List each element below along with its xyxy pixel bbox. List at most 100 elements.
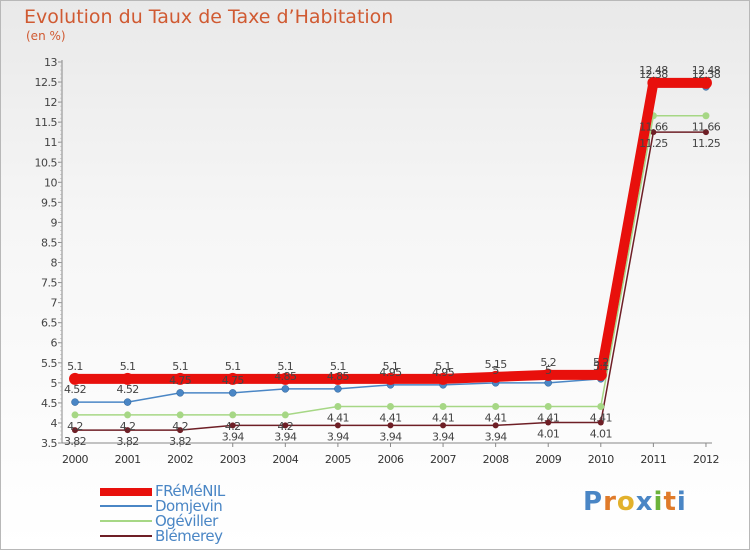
data-label: 5.1 [435, 360, 451, 373]
x-tick-label: 2003 [220, 453, 246, 466]
data-label: 3.94 [379, 430, 402, 443]
y-tick-label: 8 [51, 257, 58, 270]
legend-label-blemerey: Blémerey [155, 527, 223, 545]
data-label: 5.1 [277, 360, 293, 373]
y-tick-label: 4.5 [41, 397, 57, 410]
data-point [647, 76, 660, 89]
data-point [489, 370, 502, 383]
data-point [174, 372, 187, 385]
y-tick-label: 8.5 [41, 236, 57, 249]
data-point [124, 411, 132, 419]
data-point [281, 411, 289, 419]
chart-title: Evolution du Taux de Taxe d’Habitation [24, 6, 394, 28]
data-point [387, 422, 394, 429]
y-tick-label: 12.5 [35, 76, 58, 89]
data-label: 12.38 [639, 68, 668, 81]
data-point [545, 419, 552, 426]
x-tick-label: 2000 [62, 453, 88, 466]
data-label: 4.2 [225, 420, 241, 433]
data-point [124, 427, 131, 434]
x-tick-label: 2010 [588, 453, 614, 466]
legend-label-fremenil: FRéMéNIL [155, 482, 225, 500]
x-tick-label: 2009 [535, 453, 561, 466]
y-tick-label: 6.5 [41, 317, 57, 330]
y-tick-label: 12 [44, 96, 57, 109]
data-label: 5.2 [593, 356, 609, 369]
x-tick-label: 2004 [272, 453, 298, 466]
data-point [384, 372, 397, 385]
data-point [542, 368, 555, 381]
data-label: 3.94 [274, 430, 297, 443]
data-label: 11.25 [639, 137, 668, 150]
logo-letter: P [583, 487, 604, 517]
legend-label-ogeviller: Ogéviller [155, 512, 218, 530]
data-label: 4.41 [590, 412, 612, 425]
x-tick-label: 2001 [115, 453, 141, 466]
logo-letter: o [616, 487, 636, 517]
data-point [226, 372, 239, 385]
data-point [544, 403, 552, 411]
data-point [492, 403, 500, 411]
data-label: 5.1 [330, 360, 346, 373]
data-point [281, 385, 290, 393]
data-label: 4.41 [327, 412, 349, 425]
y-tick-label: 5.5 [41, 357, 57, 370]
data-point [439, 403, 447, 411]
data-label: 4.95 [379, 366, 402, 379]
y-tick-label: 11 [44, 136, 57, 149]
data-point [440, 422, 447, 429]
data-point [702, 112, 710, 120]
data-label: 4.01 [537, 428, 559, 441]
legend-swatch-blemerey [100, 535, 152, 537]
data-label: 4.2 [277, 420, 293, 433]
x-tick-label: 2007 [430, 453, 456, 466]
data-label: 4.41 [485, 412, 507, 425]
x-tick-label: 2002 [167, 453, 193, 466]
data-point [492, 422, 499, 429]
data-point [594, 368, 607, 381]
y-tick-label: 7 [51, 297, 58, 310]
data-label: 3.82 [169, 435, 191, 448]
legend-label-domjevin: Domjevin [155, 497, 223, 515]
data-label: 11.66 [639, 121, 668, 134]
series-line [74, 86, 707, 403]
data-point [176, 389, 184, 397]
series-blémerey [72, 129, 709, 434]
legend-swatch-domjevin [100, 505, 152, 507]
data-label: 3.94 [432, 430, 455, 443]
data-point [69, 372, 81, 385]
data-point [177, 427, 184, 434]
data-label: 4.52 [117, 383, 139, 396]
data-point [71, 398, 79, 406]
data-label: 3.94 [327, 430, 350, 443]
data-label: 4.75 [222, 374, 245, 387]
x-tick-label: 2012 [693, 453, 719, 466]
data-label: 4.95 [432, 366, 455, 379]
series-fréménil [69, 76, 712, 385]
data-label: 11.66 [692, 121, 721, 134]
y-tick-label: 3.5 [41, 437, 57, 450]
data-label: 4.41 [379, 412, 401, 425]
data-point [334, 385, 342, 393]
data-label: 4.2 [67, 420, 83, 433]
data-label: 5.1 [120, 360, 136, 373]
data-point [334, 422, 341, 429]
data-label: 3.94 [222, 430, 245, 443]
data-point [228, 389, 237, 397]
data-label: 5 [492, 364, 499, 377]
y-tick-label: 11.5 [35, 116, 58, 129]
data-label: 12.38 [692, 68, 721, 81]
data-label: 4.85 [327, 370, 350, 383]
legend-swatch-ogeviller [100, 520, 152, 522]
legend-swatch-fremenil [100, 488, 152, 496]
data-label: 4.2 [172, 420, 188, 433]
data-point [123, 398, 132, 406]
data-point [331, 372, 344, 385]
data-label: 3.82 [117, 435, 139, 448]
data-point [176, 411, 184, 419]
data-point [72, 427, 78, 434]
x-tick-label: 2008 [483, 453, 509, 466]
data-label: 5 [545, 364, 552, 377]
data-point [437, 372, 450, 385]
